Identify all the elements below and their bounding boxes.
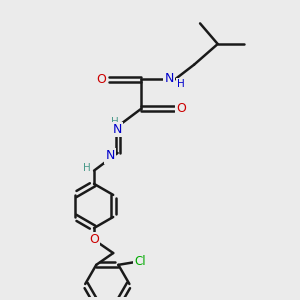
Text: O: O [97, 73, 106, 86]
Text: N: N [106, 149, 115, 162]
Text: N: N [164, 72, 174, 85]
Text: H: H [83, 163, 91, 173]
Text: O: O [176, 102, 186, 115]
Text: N: N [112, 123, 122, 136]
Text: H: H [177, 79, 185, 89]
Text: H: H [111, 117, 119, 127]
Text: Cl: Cl [135, 255, 146, 268]
Text: O: O [89, 233, 99, 246]
